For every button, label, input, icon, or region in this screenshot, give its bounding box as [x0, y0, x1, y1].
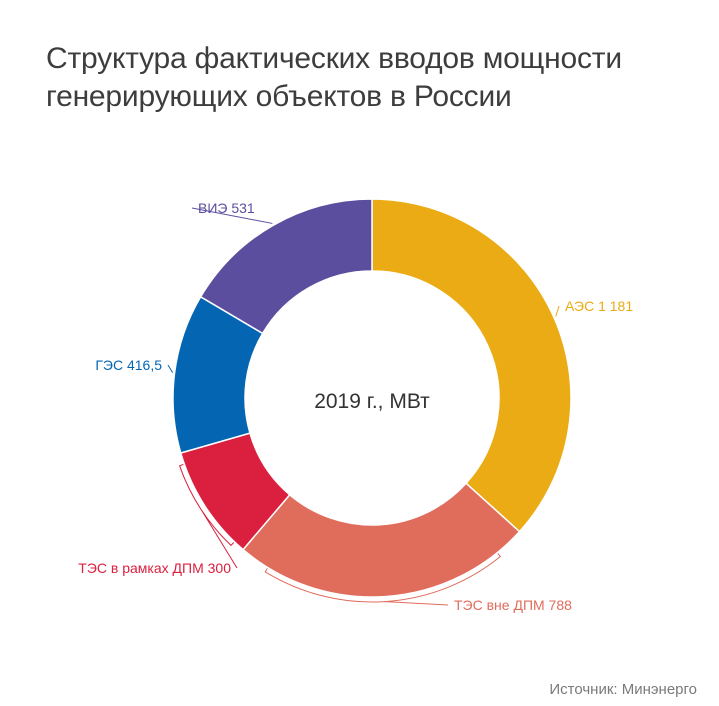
chart-title-line-1: Структура фактических вводов мощности — [46, 42, 622, 75]
donut-slice-1 — [242, 482, 521, 598]
center-label: 2019 г., МВт — [314, 390, 430, 413]
slice-label-1: ТЭС вне ДПМ 788 — [454, 597, 572, 613]
donut-slice-4 — [199, 198, 373, 335]
slice-label-0: АЭС 1 181 — [565, 298, 633, 314]
leader-line-3 — [167, 364, 174, 373]
source-note: Источник: Минэнерго — [549, 681, 697, 698]
chart-title: Структура фактических вводов мощности ге… — [46, 40, 696, 116]
donut-slice-0 — [371, 198, 572, 533]
leader-line-1 — [264, 553, 502, 606]
slice-labels: АЭС 1 181 ТЭС вне ДПМ 788 ТЭС в рамках ДПМ… — [78, 200, 633, 613]
label-leaders — [167, 207, 560, 606]
slice-label-4: ВИЭ 531 — [198, 200, 255, 216]
donut-slices — [172, 198, 572, 598]
leader-line-4 — [191, 207, 273, 224]
leader-line-0 — [555, 305, 560, 317]
leader-line-2 — [178, 463, 238, 569]
slice-label-3: ГЭС 416,5 — [95, 357, 162, 373]
slice-label-2: ТЭС в рамках ДПМ 300 — [78, 560, 231, 576]
chart-title-line-2: генерирующих объектов в России — [46, 80, 512, 113]
